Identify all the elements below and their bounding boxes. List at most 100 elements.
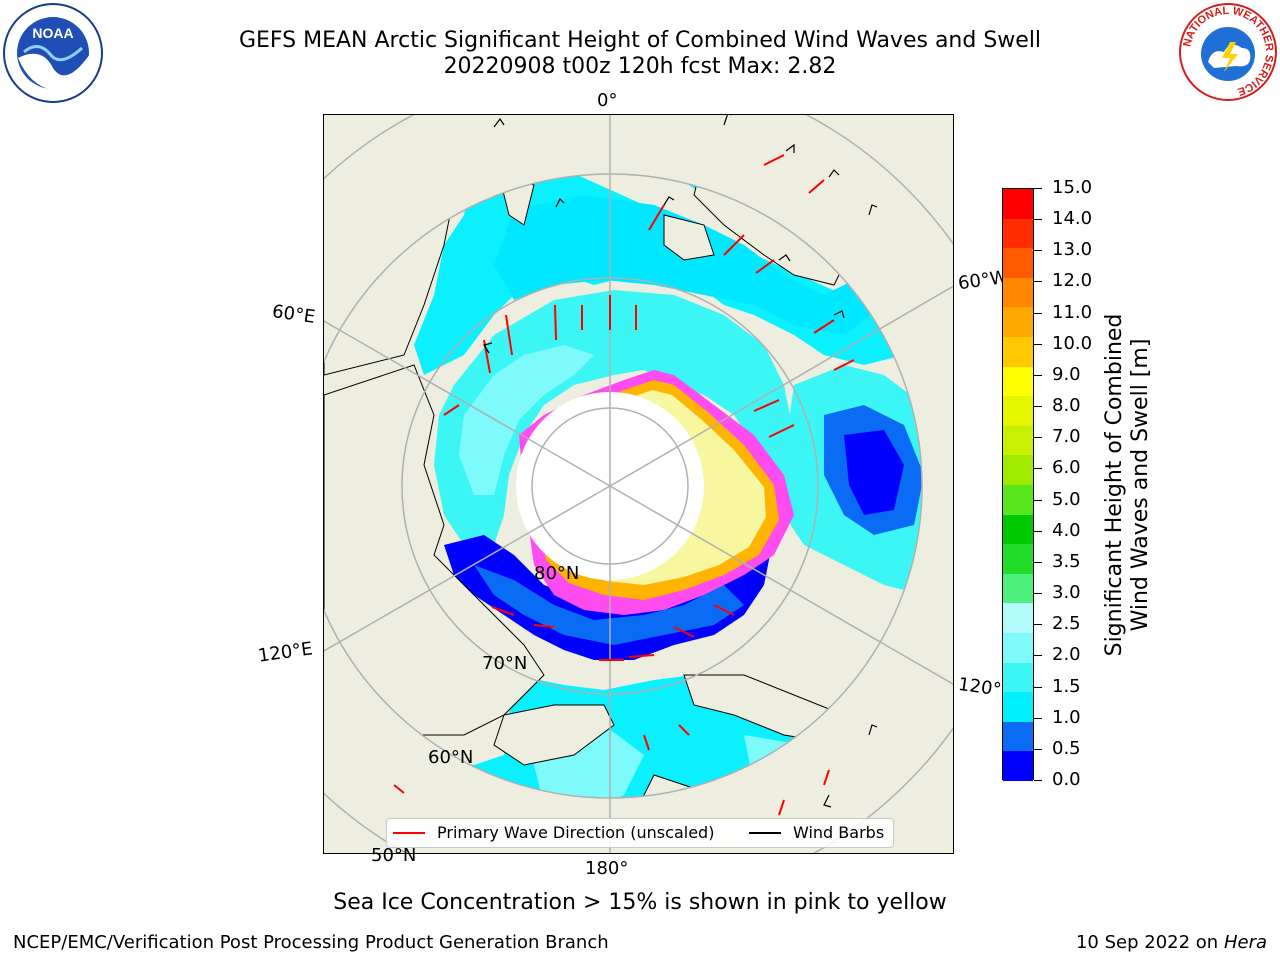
colorbar-title: Significant Height of Combined Wind Wave… <box>1102 314 1154 657</box>
lat-label-80n: 80°N <box>534 563 580 584</box>
colorbar-segment <box>1003 455 1033 485</box>
colorbar-tick <box>1034 188 1042 189</box>
colorbar-segment <box>1003 425 1033 456</box>
colorbar <box>1002 188 1034 781</box>
colorbar-tick <box>1034 780 1042 781</box>
lat-label-50n: 50°N <box>371 845 417 866</box>
wind-barb <box>778 254 791 262</box>
colorbar-segment <box>1003 544 1033 574</box>
colorbar-tick <box>1034 406 1042 408</box>
wave-arrow <box>813 319 835 334</box>
legend-barb-label: Wind Barbs <box>793 823 885 842</box>
wave-arrow <box>808 179 825 194</box>
colorbar-tick-label: 2.0 <box>1052 644 1081 666</box>
noaa-logo-text: NOAA <box>32 25 73 41</box>
colorbar-tick <box>1034 437 1042 439</box>
legend-wave-line <box>393 832 425 834</box>
wave-arrow <box>673 626 695 638</box>
colorbar-segment <box>1003 692 1033 722</box>
colorbar-tick <box>1034 748 1042 750</box>
colorbar-segment <box>1003 189 1033 219</box>
wave-arrow <box>678 724 690 736</box>
colorbar-segment <box>1003 514 1033 545</box>
colorbar-tick <box>1034 468 1042 470</box>
colorbar-tick-label: 3.5 <box>1052 550 1081 572</box>
colorbar-segment <box>1003 603 1033 633</box>
wind-barb <box>483 342 493 354</box>
colorbar-tick <box>1034 593 1042 595</box>
nws-logo: NATIONAL WEATHER SERVICE <box>1179 3 1277 101</box>
colorbar-tick <box>1034 374 1042 376</box>
footer-date-text: 10 Sep 2022 on <box>1075 932 1219 953</box>
wave-arrow <box>753 399 780 412</box>
colorbar-tick <box>1034 281 1042 283</box>
colorbar-title-line1: Significant Height of Combined <box>1102 313 1127 657</box>
colorbar-segment <box>1003 573 1033 604</box>
wind-barb <box>723 115 732 126</box>
colorbar-segment <box>1003 307 1033 337</box>
colorbar-title-line2: Wind Waves and Swell [m] <box>1128 338 1153 632</box>
colorbar-tick-label: 1.0 <box>1052 706 1081 728</box>
wave-arrow <box>628 654 655 658</box>
colorbar-tick-label: 9.0 <box>1052 363 1081 385</box>
graticule <box>324 115 953 853</box>
wind-barb <box>663 196 675 206</box>
colorbar-tick <box>1034 655 1042 657</box>
map-canvas <box>324 115 953 853</box>
wave-arrow <box>393 784 405 794</box>
colorbar-segment <box>1003 721 1033 752</box>
colorbar-tick-label: 0.5 <box>1052 737 1081 759</box>
colorbar-segment <box>1003 337 1033 367</box>
colorbar-tick <box>1034 343 1042 345</box>
wind-barb <box>833 310 845 319</box>
colorbar-tick <box>1034 250 1042 252</box>
wave-arrow <box>768 424 795 438</box>
colorbar-tick <box>1034 561 1042 563</box>
colorbar-tick <box>1034 219 1042 221</box>
colorbar-tick-label: 3.0 <box>1052 582 1081 604</box>
legend-wave-label: Primary Wave Direction (unscaled) <box>437 823 715 842</box>
chart-subtitle: 20220908 t00z 120h fcst Max: 2.82 <box>443 54 837 79</box>
colorbar-tick-label: 14.0 <box>1052 208 1093 230</box>
colorbar-tick <box>1034 499 1042 501</box>
wave-arrow <box>723 234 745 256</box>
wave-arrow <box>443 404 460 416</box>
colorbar-segment <box>1003 751 1033 781</box>
wave-arrow <box>491 606 515 616</box>
colorbar-segment <box>1003 277 1033 308</box>
colorbar-tick-label: 13.0 <box>1052 239 1093 261</box>
colorbar-tick-label: 11.0 <box>1052 301 1093 323</box>
wave-arrow <box>554 304 557 341</box>
colorbar-tick-label: 2.5 <box>1052 613 1081 635</box>
footer-date: 10 Sep 2022 on Hera <box>1076 932 1267 953</box>
colorbar-tick-label: 12.0 <box>1052 270 1093 292</box>
lon-label-120e: 120°E <box>256 638 314 667</box>
lat-label-70n: 70°N <box>482 653 528 674</box>
colorbar-tick-label: 4.0 <box>1052 519 1081 541</box>
chart-title: GEFS MEAN Arctic Significant Height of C… <box>238 28 1042 53</box>
wind-barb <box>555 197 565 208</box>
colorbar-tick <box>1034 717 1042 719</box>
colorbar-segment <box>1003 633 1033 663</box>
noaa-logo: NOAA <box>3 3 103 103</box>
colorbar-tick <box>1034 624 1042 626</box>
lon-label-0: 0° <box>597 90 618 111</box>
map-legend: Primary Wave Direction (unscaled) Wind B… <box>386 818 894 848</box>
wind-barb <box>823 794 832 808</box>
lon-label-60e: 60°E <box>270 301 317 328</box>
colorbar-tick <box>1034 312 1042 314</box>
colorbar-tick-label: 0.0 <box>1052 769 1081 790</box>
wind-barb <box>493 117 505 128</box>
colorbar-segment <box>1003 248 1033 278</box>
colorbar-tick-label: 5.0 <box>1052 488 1081 510</box>
sea-ice-note: Sea Ice Concentration > 15% is shown in … <box>333 890 947 915</box>
wind-barb <box>828 169 840 178</box>
wave-arrow <box>713 604 735 616</box>
wind-barb <box>868 724 878 736</box>
wave-arrow <box>505 314 513 356</box>
wave-arrow <box>823 769 830 786</box>
wave-arrow <box>643 734 650 751</box>
wind-barbs <box>483 115 878 808</box>
footer-producer: NCEP/EMC/Verification Post Processing Pr… <box>13 932 609 953</box>
colorbar-tick-label: 15.0 <box>1052 177 1093 198</box>
